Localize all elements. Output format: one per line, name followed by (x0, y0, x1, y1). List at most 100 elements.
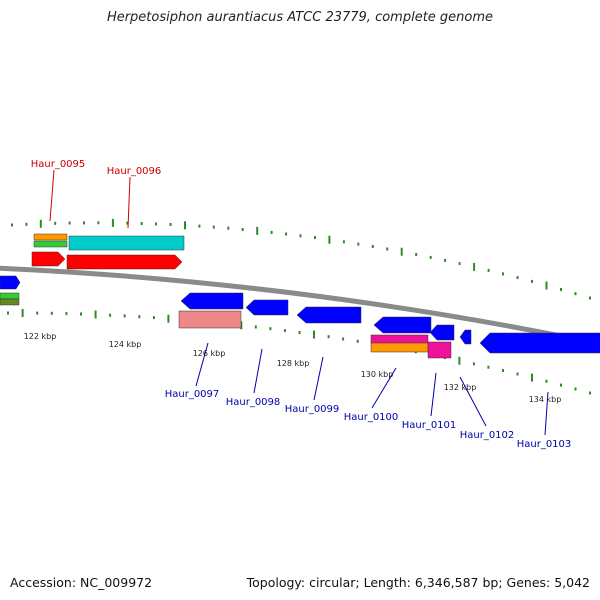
major-tick (458, 356, 461, 365)
minor-tick (314, 236, 316, 240)
minor-tick (50, 311, 53, 315)
minor-tick (531, 279, 533, 283)
minor-tick (574, 292, 577, 296)
minor-tick (560, 288, 562, 291)
gene-label: Haur_0096 (107, 166, 162, 177)
label-leader-line (544, 391, 549, 436)
label-leader-line (253, 348, 263, 394)
feature-blue-arrow-4 (373, 316, 432, 334)
minor-tick (65, 312, 68, 316)
accession-text: Accession: NC_009972 (10, 575, 153, 590)
minor-tick (560, 383, 562, 387)
gene-features (0, 233, 600, 359)
minor-tick (356, 339, 359, 343)
minor-tick (574, 387, 577, 391)
minor-tick (502, 369, 504, 372)
feature-magenta-bar-2 (427, 341, 452, 359)
minor-tick (140, 222, 143, 225)
major-tick (313, 330, 315, 339)
minor-tick (298, 331, 301, 334)
feature-pink-bar (178, 310, 242, 329)
minor-tick (516, 372, 519, 376)
label-leader-line (127, 176, 131, 229)
gene-label: Haur_0097 (165, 389, 220, 400)
minor-tick (458, 262, 461, 266)
feature-olive-left-bar (0, 298, 20, 306)
minor-tick (123, 314, 126, 318)
minor-tick (386, 247, 389, 251)
major-tick (167, 314, 170, 323)
gene-label: Haur_0095 (31, 159, 86, 170)
feature-blue-arrow-2 (245, 299, 289, 316)
outer-tick-ring (11, 218, 591, 300)
minor-tick (212, 225, 215, 229)
minor-tick (415, 253, 418, 256)
gene-label: Haur_0101 (402, 420, 457, 431)
minor-tick (68, 221, 71, 225)
minor-tick (487, 268, 490, 272)
feature-orange-bar (33, 233, 68, 241)
minor-tick (241, 228, 244, 231)
minor-tick (83, 221, 85, 225)
major-tick (545, 281, 548, 290)
minor-tick (327, 335, 330, 339)
minor-tick (36, 311, 39, 315)
label-leader-line (459, 376, 487, 427)
scale-label: 130 kbp (361, 370, 394, 379)
feature-blue-left-arrow (0, 275, 21, 290)
scale-label: 122 kbp (24, 332, 57, 341)
map-title: Herpetosiphon aurantiacus ATCC 23779, co… (106, 10, 494, 25)
feature-blue-arrow-3 (296, 306, 362, 324)
scale-label: 124 kbp (109, 340, 142, 349)
minor-tick (589, 296, 591, 300)
major-tick (328, 235, 331, 244)
major-tick (400, 247, 403, 256)
minor-tick (545, 379, 548, 383)
gene-label: Haur_0102 (460, 430, 515, 441)
minor-tick (109, 313, 112, 317)
label-leader-line (430, 372, 437, 417)
minor-tick (198, 224, 201, 228)
scale-labels: 122 kbp 124 kbp 126 kbp 128 kbp 130 kbp 132 k… (24, 332, 562, 404)
scale-label: 126 kbp (193, 349, 226, 358)
label-leader-line (313, 356, 324, 401)
minor-tick (444, 258, 447, 262)
minor-tick (227, 226, 230, 230)
minor-tick (54, 221, 57, 225)
feature-cyan-bar (68, 235, 185, 251)
genome-backbone (0, 265, 600, 347)
minor-tick (516, 276, 519, 280)
minor-tick (169, 223, 172, 226)
label-leader-line (195, 342, 209, 387)
major-tick (39, 219, 42, 228)
feature-green-bar (33, 240, 68, 248)
gene-label: Haur_0100 (344, 412, 399, 423)
gene-label: Haur_0103 (517, 439, 572, 450)
minor-tick (25, 222, 28, 226)
scale-label: 128 kbp (277, 359, 310, 368)
minor-tick (502, 272, 504, 276)
label-leader-line (371, 367, 397, 409)
major-tick (184, 221, 186, 230)
minor-tick (299, 234, 302, 238)
minor-tick (342, 337, 345, 341)
gene-labels: Haur_0095 Haur_0096 Haur_0097 Haur_0098 Haur… (31, 159, 572, 450)
major-tick (240, 321, 243, 330)
minor-tick (270, 230, 273, 234)
minor-tick (138, 315, 141, 319)
minor-tick (283, 329, 286, 333)
feature-green-left-bar (0, 292, 20, 300)
minor-tick (7, 311, 9, 315)
major-tick (111, 218, 114, 227)
major-tick (531, 373, 533, 382)
minor-tick (487, 365, 490, 369)
minor-tick (97, 221, 100, 225)
label-leader-lines (49, 169, 549, 436)
minor-tick (269, 327, 272, 331)
minor-tick (357, 242, 360, 246)
minor-tick (80, 312, 82, 316)
minor-tick (589, 391, 591, 395)
minor-tick (429, 255, 432, 259)
